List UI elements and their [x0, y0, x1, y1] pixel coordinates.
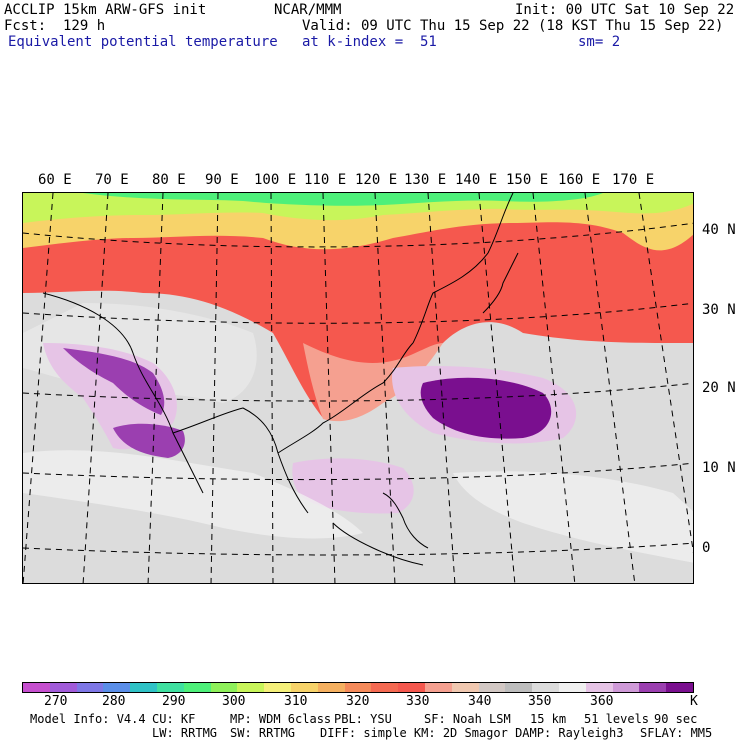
colorbar-swatch	[49, 683, 77, 692]
footer-mp: MP: WDM 6class	[230, 712, 332, 726]
colorbar-label-310: 310	[284, 694, 308, 709]
colorbar-swatch	[478, 683, 506, 692]
footer-model-info: Model Info: V4.4	[30, 712, 146, 726]
colorbar-swatch	[103, 683, 131, 692]
footer-sf: SF: Noah LSM	[424, 712, 511, 726]
colorbar-swatch	[237, 683, 265, 692]
colorbar-swatch	[612, 683, 640, 692]
lat-label-0: 0	[702, 540, 711, 556]
colorbar-label-320: 320	[346, 694, 370, 709]
colorbar-swatch	[666, 683, 693, 692]
footer-timestep: 90 sec	[654, 712, 698, 726]
colorbar-swatch	[451, 683, 479, 692]
colorbar-swatch	[398, 683, 425, 692]
colorbar-unit: K	[690, 694, 698, 709]
colorbar-swatch	[639, 683, 667, 692]
colorbar-label-300: 300	[222, 694, 246, 709]
colorbar	[22, 682, 694, 693]
level-index: at k-index = 51	[302, 34, 437, 50]
valid-time: Valid: 09 UTC Thu 15 Sep 22 (18 KST Thu …	[302, 18, 724, 34]
theta-e-field	[23, 193, 693, 583]
lat-label-10n: 10 N	[702, 460, 736, 476]
lon-label-80e: 80 E	[152, 172, 186, 188]
colorbar-swatch	[290, 683, 318, 692]
footer-diff: DIFF: simple KM: 2D Smagor DAMP: Rayleig…	[320, 726, 624, 740]
forecast-hour: Fcst: 129 h	[4, 18, 106, 34]
colorbar-swatch	[23, 683, 50, 692]
footer-cu: CU: KF	[152, 712, 196, 726]
colorbar-label-350: 350	[528, 694, 552, 709]
colorbar-swatch	[532, 683, 559, 692]
colorbar-label-330: 330	[406, 694, 430, 709]
colorbar-label-280: 280	[102, 694, 126, 709]
lon-label-160e: 160 E	[558, 172, 601, 188]
colorbar-swatch	[264, 683, 291, 692]
lon-label-70e: 70 E	[95, 172, 129, 188]
colorbar-label-340: 340	[468, 694, 492, 709]
lon-label-120e: 120 E	[355, 172, 398, 188]
footer-sflay: SFLAY: MM5	[640, 726, 713, 740]
lon-label-60e: 60 E	[38, 172, 72, 188]
footer-pbl: PBL: YSU	[334, 712, 392, 726]
smoothing: sm= 2	[578, 34, 621, 50]
footer-resolution: 15 km	[530, 712, 567, 726]
lon-label-90e: 90 E	[205, 172, 239, 188]
lat-label-40n: 40 N	[702, 222, 736, 238]
colorbar-swatch	[558, 683, 586, 692]
lat-label-30n: 30 N	[702, 302, 736, 318]
field-name: Equivalent potential temperature	[8, 34, 278, 50]
lon-label-130e: 130 E	[404, 172, 447, 188]
lon-label-110e: 110 E	[304, 172, 347, 188]
colorbar-swatch	[585, 683, 613, 692]
colorbar-label-360: 360	[590, 694, 614, 709]
colorbar-label-290: 290	[162, 694, 186, 709]
init-time: Init: 00 UTC Sat 10 Sep 22	[515, 2, 735, 18]
colorbar-swatch	[344, 683, 372, 692]
lon-label-140e: 140 E	[455, 172, 498, 188]
lon-label-150e: 150 E	[506, 172, 549, 188]
colorbar-swatch	[317, 683, 345, 692]
colorbar-label-270: 270	[44, 694, 68, 709]
colorbar-swatch	[76, 683, 104, 692]
colorbar-swatch	[371, 683, 399, 692]
org-label: NCAR/MMM	[274, 2, 342, 18]
lon-label-100e: 100 E	[254, 172, 297, 188]
colorbar-swatch	[210, 683, 238, 692]
colorbar-swatch	[183, 683, 211, 692]
map-panel	[22, 192, 694, 584]
colorbar-swatch	[424, 683, 452, 692]
lat-label-20n: 20 N	[702, 380, 736, 396]
colorbar-swatch	[130, 683, 157, 692]
model-title: ACCLIP 15km ARW-GFS init	[4, 2, 207, 18]
colorbar-swatch	[505, 683, 533, 692]
footer-sw: SW: RRTMG	[230, 726, 296, 740]
colorbar-swatch	[156, 683, 184, 692]
footer-levels: 51 levels	[584, 712, 650, 726]
lon-label-170e: 170 E	[612, 172, 655, 188]
footer-lw: LW: RRTMG	[152, 726, 218, 740]
